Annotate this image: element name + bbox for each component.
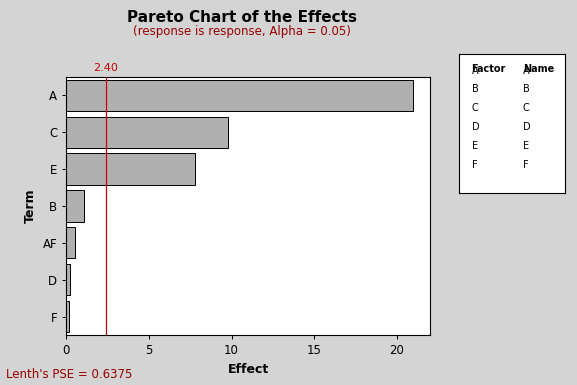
Bar [66, 80, 413, 111]
Text: Lenth's PSE = 0.6375: Lenth's PSE = 0.6375 [6, 368, 132, 381]
Text: E: E [471, 141, 478, 151]
Bar [66, 154, 195, 185]
Text: Factor: Factor [471, 64, 506, 74]
Y-axis label: Term: Term [24, 189, 37, 223]
Text: A: A [523, 65, 529, 75]
Bar [66, 301, 69, 332]
Text: F: F [471, 160, 477, 170]
Text: D: D [523, 122, 530, 132]
Text: (response is response, Alpha = 0.05): (response is response, Alpha = 0.05) [133, 25, 351, 38]
Text: A: A [471, 65, 478, 75]
Text: E: E [523, 141, 529, 151]
X-axis label: Effect: Effect [227, 363, 269, 375]
Text: Pareto Chart of the Effects: Pareto Chart of the Effects [128, 10, 357, 25]
Text: D: D [471, 122, 479, 132]
Text: B: B [471, 84, 478, 94]
Text: C: C [523, 104, 530, 114]
Bar [66, 117, 228, 148]
Bar [66, 227, 75, 258]
Text: F: F [523, 160, 529, 170]
Text: Name: Name [523, 64, 554, 74]
Text: C: C [471, 104, 478, 114]
Bar [66, 264, 70, 295]
Text: B: B [523, 84, 530, 94]
Bar [66, 190, 84, 222]
Text: 2.40: 2.40 [93, 63, 118, 73]
